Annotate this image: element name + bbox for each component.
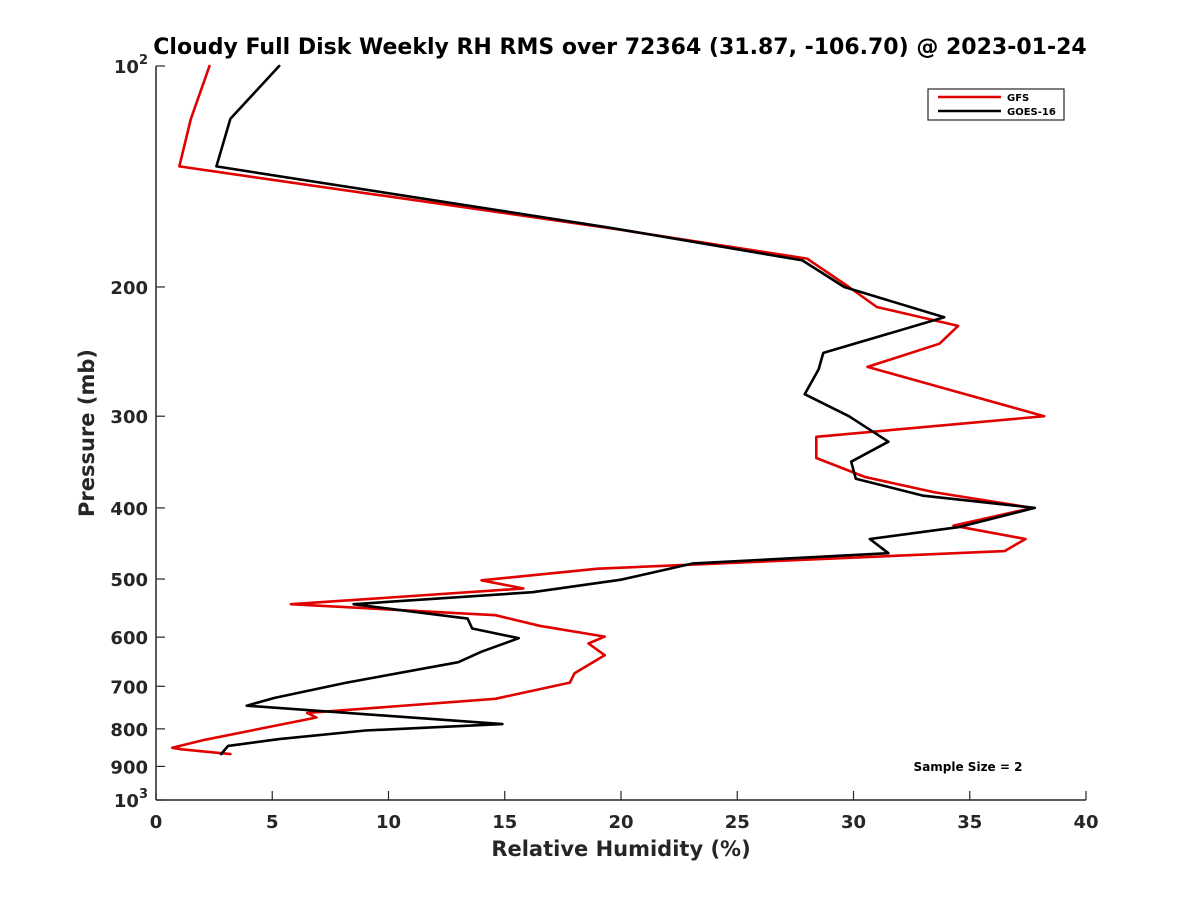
- x-tick-label: 5: [266, 812, 279, 833]
- legend: GFS GOES-16: [927, 88, 1065, 121]
- y-tick-label: 600: [110, 628, 148, 649]
- x-axis-label: Relative Humidity (%): [491, 837, 750, 861]
- series-lines: [171, 64, 1046, 756]
- y-tick-label-base: 500: [110, 570, 148, 591]
- legend-label: GFS: [1007, 93, 1029, 104]
- y-tick-label: 700: [110, 677, 148, 698]
- y-tick-label: 300: [110, 407, 148, 428]
- legend-entries: GFS GOES-16: [938, 93, 1056, 118]
- plot-area: 0 5 10 15 20 25 30 35 40 10220030040050060070080…: [110, 53, 1098, 833]
- y-tick-label-base: 400: [110, 499, 148, 520]
- y-tick-label-base: 900: [110, 757, 148, 778]
- x-tick-label: 40: [1073, 812, 1098, 833]
- y-tick-label: 103: [114, 787, 148, 812]
- y-tick-label-base: 600: [110, 628, 148, 649]
- y-tick-label: 400: [110, 499, 148, 520]
- y-tick-label-base: 200: [110, 278, 148, 299]
- y-tick-label-exponent: 2: [139, 53, 148, 68]
- y-tick-label-base: 300: [110, 407, 148, 428]
- y-axis-label: Pressure (mb): [75, 349, 99, 517]
- y-tick-label: 900: [110, 757, 148, 778]
- y-tick-label: 102: [114, 53, 148, 78]
- x-tick-label: 0: [150, 812, 163, 833]
- series-line-goes-16: [215, 64, 1037, 756]
- y-tick-label: 200: [110, 278, 148, 299]
- legend-label: GOES-16: [1007, 107, 1056, 118]
- x-tick-label: 10: [376, 812, 401, 833]
- x-axis-ticks: 0 5 10 15 20 25 30 35 40: [150, 791, 1099, 833]
- x-tick-label: 15: [492, 812, 517, 833]
- y-tick-label-base: 800: [110, 720, 148, 741]
- y-tick-label-base: 10: [114, 791, 139, 812]
- sample-size-annotation: Sample Size = 2: [914, 760, 1023, 774]
- y-tick-label: 800: [110, 720, 148, 741]
- chart-title: Cloudy Full Disk Weekly RH RMS over 7236…: [153, 35, 1086, 60]
- y-tick-label-exponent: 3: [139, 787, 148, 802]
- x-tick-label: 25: [725, 812, 750, 833]
- x-tick-label: 20: [608, 812, 633, 833]
- x-tick-label: 30: [841, 812, 866, 833]
- y-tick-label-base: 700: [110, 677, 148, 698]
- x-tick-label: 35: [957, 812, 982, 833]
- y-tick-label: 500: [110, 570, 148, 591]
- series-line-gfs: [171, 64, 1046, 756]
- y-tick-label-base: 10: [114, 57, 139, 78]
- legend-box: [927, 88, 1065, 121]
